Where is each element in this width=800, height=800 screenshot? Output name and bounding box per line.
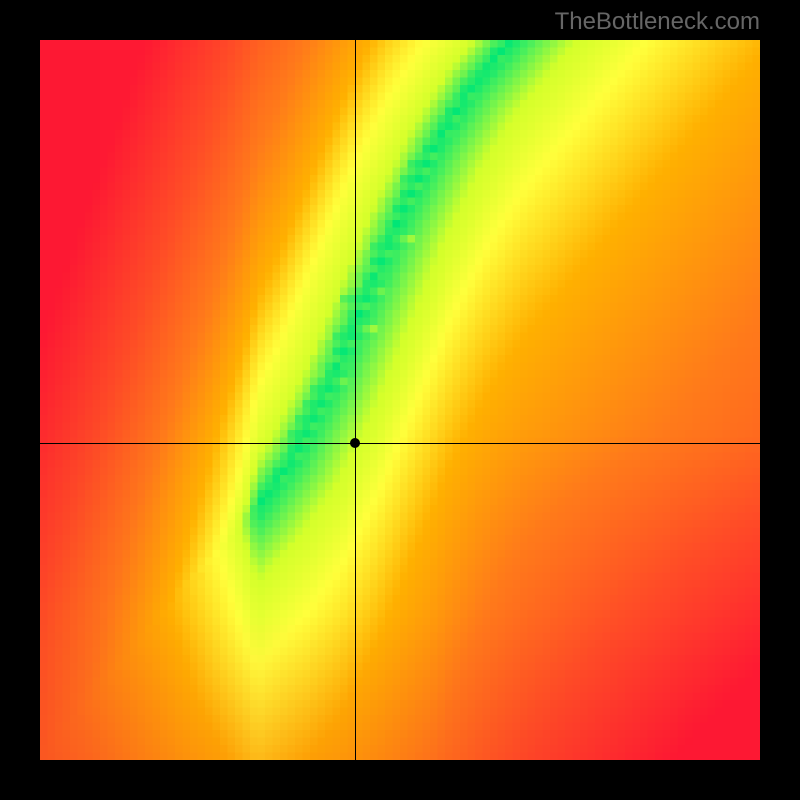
watermark-text: TheBottleneck.com <box>555 8 760 36</box>
chart-container: TheBottleneck.com <box>0 0 800 800</box>
bottleneck-heatmap <box>40 40 760 760</box>
crosshair-horizontal <box>40 443 760 444</box>
crosshair-vertical <box>355 40 356 760</box>
